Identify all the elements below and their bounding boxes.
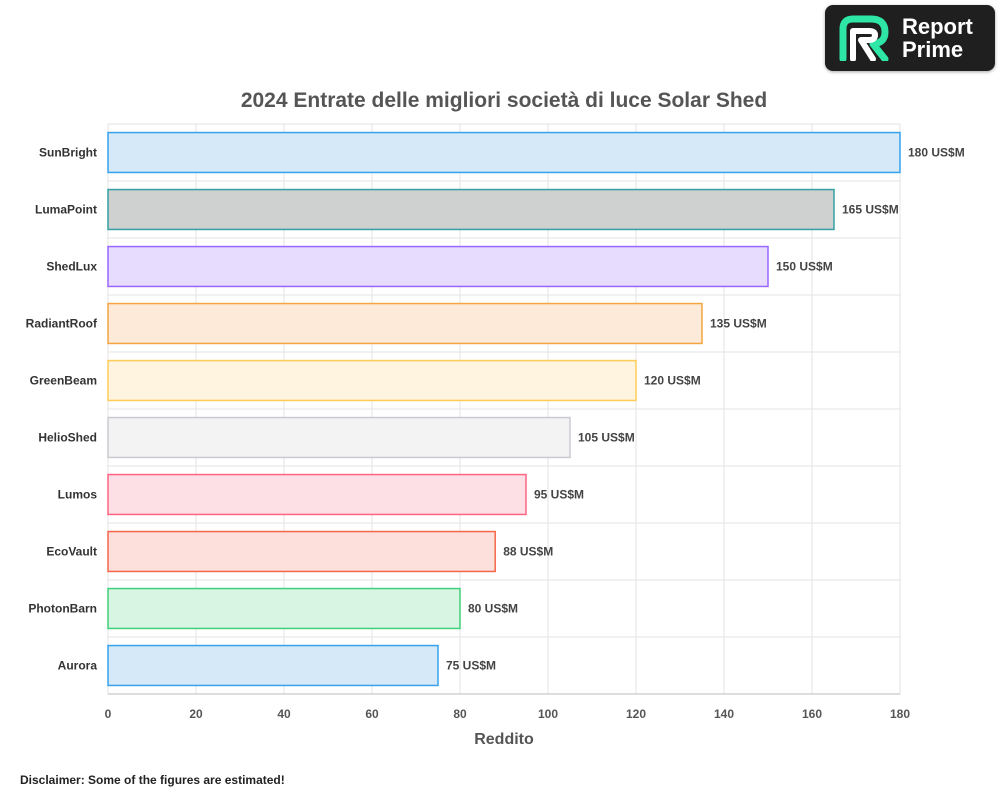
bar-sunbright (107, 131, 901, 174)
x-tick-label: 20 (189, 707, 203, 721)
category-label: ShedLux (46, 260, 97, 274)
disclaimer-text: Disclaimer: Some of the figures are esti… (20, 773, 285, 787)
value-label: 120 US$M (644, 374, 701, 388)
report-prime-logo-icon (839, 15, 889, 61)
category-label: GreenBeam (30, 374, 97, 388)
chart-title: 2024 Entrate delle migliori società di l… (240, 89, 768, 112)
bar-aurora (107, 644, 439, 687)
category-label: Lumos (58, 488, 98, 502)
value-label: 80 US$M (468, 602, 518, 616)
x-tick-label: 60 (365, 707, 379, 721)
bar-shedlux (107, 245, 769, 288)
category-label: SunBright (39, 146, 97, 160)
x-tick-label: 0 (105, 707, 112, 721)
x-tick-label: 100 (538, 707, 558, 721)
report-prime-logo: Report Prime (825, 5, 995, 71)
category-label: PhotonBarn (28, 602, 97, 616)
category-label: LumaPoint (35, 203, 97, 217)
value-label: 105 US$M (578, 431, 635, 445)
value-label: 150 US$M (776, 260, 833, 274)
category-label: Aurora (58, 659, 98, 673)
category-label: HelioShed (38, 431, 97, 445)
value-label: 135 US$M (710, 317, 767, 331)
bar-lumos (107, 473, 527, 516)
bar-radiantroof (107, 302, 703, 345)
logo-line-2: Prime (902, 37, 964, 62)
bar-helioshed (107, 416, 571, 459)
value-label: 75 US$M (446, 659, 496, 673)
bar-greenbeam (107, 359, 637, 402)
x-tick-label: 180 (890, 707, 910, 721)
value-label: 180 US$M (908, 146, 965, 160)
x-tick-label: 40 (277, 707, 291, 721)
category-label: RadiantRoof (26, 317, 98, 331)
x-axis-title: Reddito (474, 731, 534, 748)
bar-lumapoint (107, 188, 835, 231)
report-prime-logo-text: Report Prime (902, 15, 973, 61)
x-tick-label: 120 (626, 707, 646, 721)
x-tick-label: 80 (453, 707, 467, 721)
category-label: EcoVault (46, 545, 97, 559)
logo-line-1: Report (902, 14, 973, 39)
value-label: 95 US$M (534, 488, 584, 502)
x-tick-label: 140 (714, 707, 734, 721)
x-tick-label: 160 (802, 707, 822, 721)
bar-photonbarn (107, 587, 461, 630)
bar-ecovault (107, 530, 496, 573)
value-label: 165 US$M (842, 203, 899, 217)
value-label: 88 US$M (503, 545, 553, 559)
